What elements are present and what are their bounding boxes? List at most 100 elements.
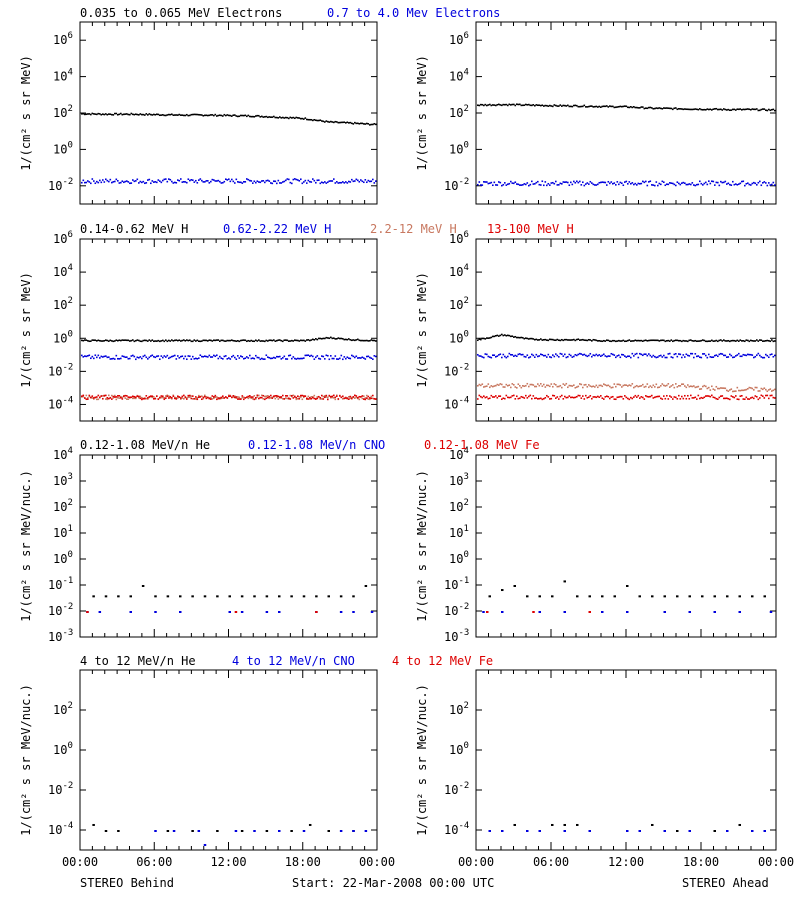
data-point <box>634 182 637 185</box>
data-point <box>234 611 238 613</box>
data-point <box>769 388 772 390</box>
data-point <box>529 356 532 358</box>
data-point <box>540 382 542 385</box>
data-point <box>699 180 701 183</box>
data-point <box>663 595 666 598</box>
data-point <box>366 397 368 399</box>
data-point <box>373 182 376 184</box>
data-point <box>483 337 485 340</box>
data-point <box>348 357 350 359</box>
data-point <box>747 388 749 390</box>
data-point <box>525 394 527 397</box>
data-point <box>657 386 659 389</box>
data-point <box>525 337 527 339</box>
data-point <box>636 352 638 355</box>
data-point <box>87 398 89 400</box>
data-point <box>774 184 776 186</box>
data-point <box>261 180 263 182</box>
data-point <box>556 338 559 341</box>
data-point <box>696 386 698 388</box>
data-point <box>117 180 119 182</box>
data-point <box>286 358 289 360</box>
data-point <box>174 397 176 400</box>
data-point <box>504 334 506 336</box>
data-point <box>570 354 572 357</box>
data-point <box>258 397 260 400</box>
data-point <box>654 339 656 342</box>
data-point <box>559 104 562 106</box>
data-point <box>714 340 716 342</box>
data-point <box>174 181 176 184</box>
data-point <box>282 340 284 343</box>
data-point <box>643 339 646 342</box>
data-point <box>700 388 703 390</box>
data-point <box>760 339 763 342</box>
data-point <box>652 339 655 342</box>
data-point <box>496 355 499 357</box>
data-point <box>532 384 535 386</box>
data-point <box>622 354 625 356</box>
data-point <box>261 357 263 360</box>
data-point <box>187 394 190 397</box>
data-point <box>633 183 635 186</box>
data-point <box>571 105 574 108</box>
data-point <box>231 396 233 399</box>
data-point <box>189 114 191 117</box>
data-point <box>561 182 563 185</box>
data-point <box>120 181 122 184</box>
data-point <box>733 356 736 358</box>
data-point <box>205 339 208 342</box>
data-point <box>631 340 634 342</box>
data-point <box>595 353 598 356</box>
data-point <box>673 386 676 389</box>
data-point <box>334 338 337 340</box>
data-point <box>237 115 239 118</box>
data-point <box>258 181 260 183</box>
data-point <box>375 340 377 342</box>
data-point <box>189 394 191 397</box>
data-point <box>520 104 523 107</box>
data-point <box>736 108 739 110</box>
data-point <box>480 103 482 106</box>
data-point <box>279 355 281 358</box>
data-point <box>127 396 130 398</box>
data-point <box>292 394 295 397</box>
data-point <box>496 383 499 386</box>
series-2-2-12-mev-h <box>477 382 776 393</box>
data-point <box>501 830 504 832</box>
data-point <box>553 383 556 385</box>
data-point <box>108 394 110 397</box>
data-point <box>502 334 505 337</box>
data-point <box>624 181 626 183</box>
data-point <box>105 178 107 181</box>
y-tick-label: 10-2 <box>48 602 73 618</box>
data-point <box>334 398 337 401</box>
data-point <box>520 336 523 339</box>
data-point <box>267 395 269 397</box>
data-point <box>771 339 773 341</box>
data-point <box>771 108 773 111</box>
data-point <box>541 385 544 387</box>
data-point <box>577 181 580 184</box>
data-point <box>765 109 767 111</box>
data-point <box>661 356 664 358</box>
data-point <box>688 611 691 613</box>
data-point <box>646 340 649 342</box>
data-point <box>642 340 644 342</box>
data-point <box>607 339 610 342</box>
data-point <box>273 395 275 398</box>
data-point <box>640 339 643 342</box>
data-point <box>321 398 323 400</box>
data-point <box>345 357 347 360</box>
data-point <box>480 355 482 357</box>
data-point <box>240 595 244 598</box>
data-point <box>153 355 155 358</box>
data-point <box>663 611 666 613</box>
data-point <box>535 353 538 356</box>
data-point <box>97 181 100 184</box>
data-point <box>186 181 188 184</box>
data-point <box>197 830 201 832</box>
data-point <box>124 356 127 359</box>
data-point <box>597 106 599 108</box>
data-point <box>217 397 220 399</box>
